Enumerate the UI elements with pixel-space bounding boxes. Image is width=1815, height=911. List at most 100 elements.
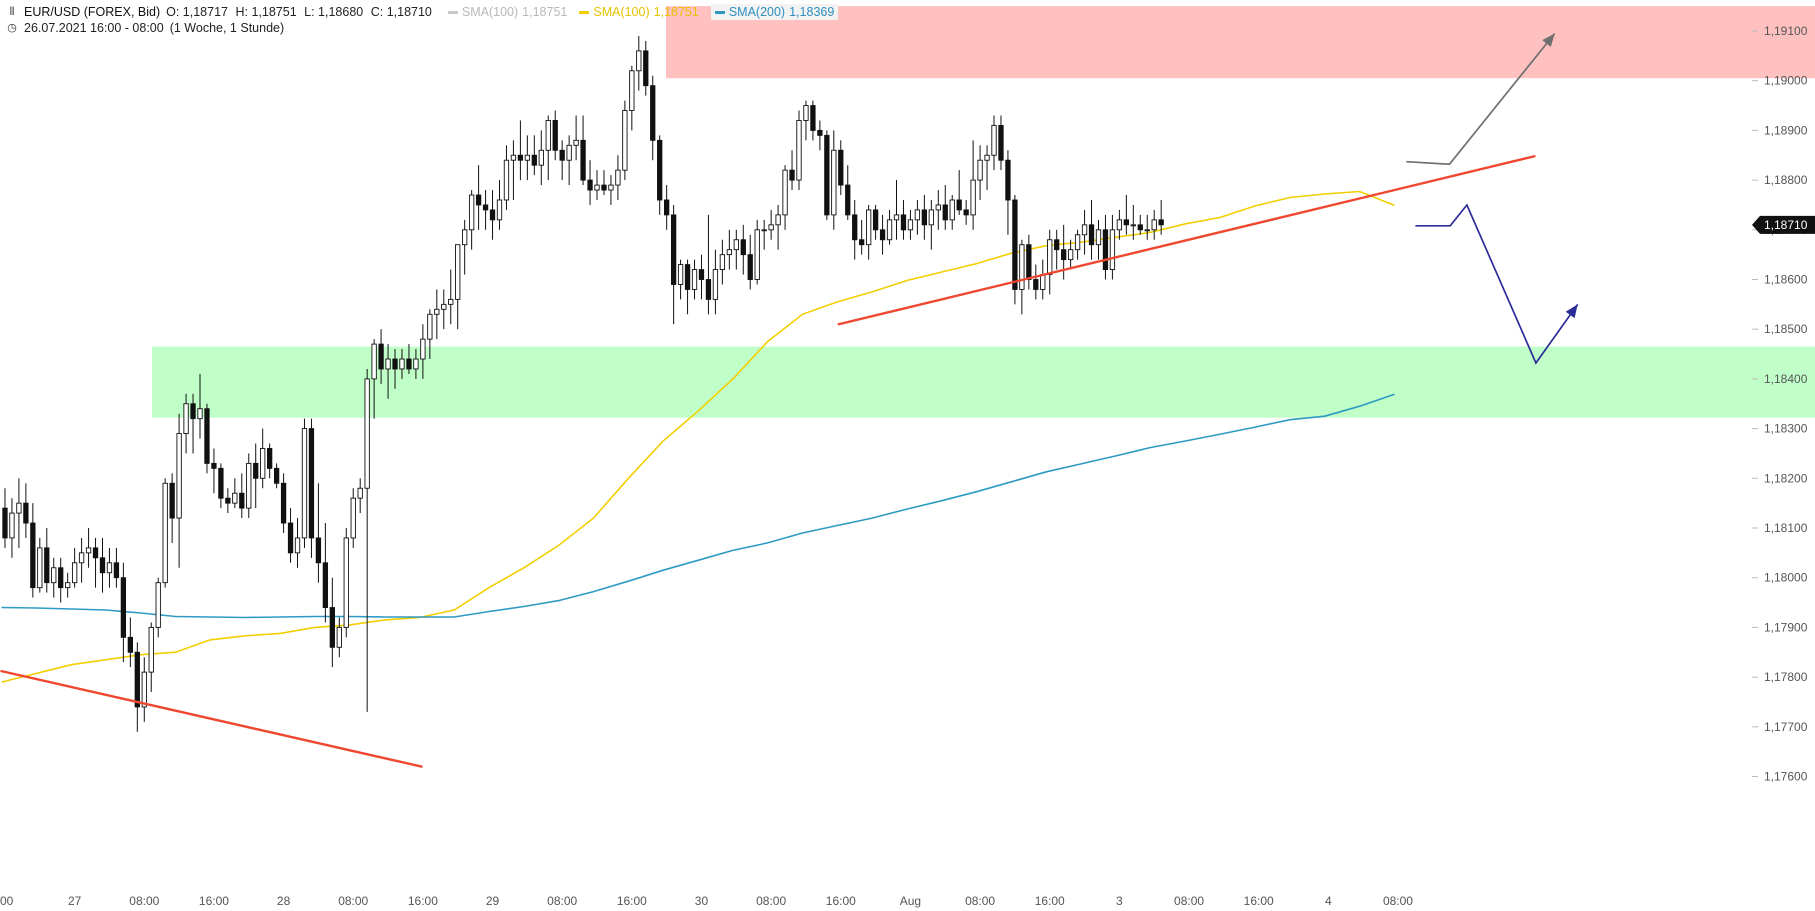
candle: [1033, 264, 1039, 300]
candle: [58, 557, 64, 603]
candle-body: [900, 214, 907, 231]
candle-body: [162, 482, 168, 584]
x-tick-label: 08:00: [965, 894, 995, 908]
candle-body: [106, 562, 113, 574]
candle-body: [942, 204, 948, 221]
candle-body: [65, 582, 71, 589]
candle-body: [427, 313, 433, 340]
candle-body: [1109, 229, 1116, 271]
candle: [935, 190, 941, 230]
candle-body: [1081, 224, 1088, 236]
candle-body: [538, 149, 544, 166]
candle: [322, 523, 329, 623]
candle-body: [1102, 229, 1109, 271]
candle-body: [315, 537, 322, 564]
candle: [267, 443, 273, 479]
candle: [698, 254, 705, 300]
y-tick-label: 1,19100: [1764, 24, 1808, 38]
candle: [448, 269, 454, 325]
candle-body: [817, 129, 823, 136]
candle: [350, 488, 356, 548]
candle-body: [120, 577, 127, 638]
x-tick-label: 16:00: [826, 894, 856, 908]
candle: [315, 483, 322, 583]
candle-body: [1005, 159, 1011, 201]
candle: [907, 209, 914, 240]
candle-body: [712, 269, 719, 300]
candle-body: [657, 139, 663, 201]
candle: [294, 518, 301, 568]
candle: [761, 219, 767, 250]
candle: [1109, 214, 1116, 280]
candle: [705, 214, 712, 315]
candle: [232, 478, 238, 509]
open-value: O: 1,18717: [166, 5, 228, 19]
candle-body: [273, 467, 280, 484]
candle-body: [726, 249, 732, 256]
candle-body: [169, 482, 175, 519]
candle-body: [622, 110, 628, 171]
candle-body: [475, 194, 482, 206]
candle-body: [141, 671, 147, 708]
trendline-layer: [0, 32, 1579, 768]
candle: [197, 373, 203, 439]
candle: [496, 180, 503, 230]
candle: [169, 473, 175, 543]
candle-body: [357, 487, 363, 499]
candle-body: [371, 343, 377, 380]
candle: [531, 135, 537, 176]
candle-body: [545, 120, 551, 151]
candle: [120, 562, 127, 663]
candle: [434, 289, 440, 340]
legend-sma200[interactable]: SMA(200) 1,18369: [710, 4, 839, 20]
candle: [273, 463, 280, 489]
chart-type-icon[interactable]: ⫴: [9, 6, 15, 18]
x-tick-label: 30: [695, 894, 709, 908]
candle-body: [949, 199, 955, 221]
candle-body: [664, 199, 670, 216]
time-axis[interactable]: :00 27 08:00 16:00 28 08:00 16:00 29 08:00 16:00 3…: [0, 894, 1413, 908]
legend-value: 1,18751: [522, 5, 568, 19]
candle: [949, 195, 955, 230]
candle: [1137, 214, 1143, 235]
candle-body: [782, 169, 788, 216]
candle: [768, 209, 774, 240]
y-tick-label: 1,18800: [1764, 173, 1808, 187]
candle: [399, 349, 405, 379]
rising-trendline: [837, 155, 1536, 326]
candle: [23, 483, 29, 538]
candle-body: [552, 120, 558, 151]
candle-body: [134, 651, 140, 708]
candle: [545, 115, 551, 181]
candle-body: [197, 408, 203, 420]
candle-body: [448, 298, 454, 305]
candle: [260, 428, 266, 489]
legend-sma100-yellow[interactable]: SMA(100) 1,18751: [579, 4, 699, 20]
candle-body: [998, 124, 1004, 161]
candle: [740, 224, 746, 275]
candle: [204, 403, 210, 474]
candle: [78, 537, 85, 583]
candle: [1081, 209, 1088, 255]
candle-body: [935, 204, 941, 211]
candle-body: [399, 358, 405, 370]
current-price-marker: 1,18710: [1752, 215, 1815, 234]
candle: [336, 617, 342, 658]
candle: [1054, 229, 1060, 270]
candle: [963, 199, 969, 225]
legend-label: SMA(200): [728, 5, 786, 19]
bearish-scenario-path: [1415, 203, 1579, 365]
y-tick-label: 1,18600: [1764, 273, 1808, 287]
legend-sma100-grey[interactable]: SMA(100) 1,18751: [447, 4, 568, 20]
candle: [670, 204, 677, 325]
candle: [712, 249, 719, 315]
candle-body: [531, 154, 537, 166]
candle: [629, 65, 635, 131]
candle-body: [928, 209, 934, 226]
candle-body: [615, 169, 621, 186]
y-tick-label: 1,18000: [1764, 571, 1808, 585]
candle: [462, 219, 468, 275]
candle-body: [510, 154, 517, 161]
candle-body: [803, 105, 809, 121]
